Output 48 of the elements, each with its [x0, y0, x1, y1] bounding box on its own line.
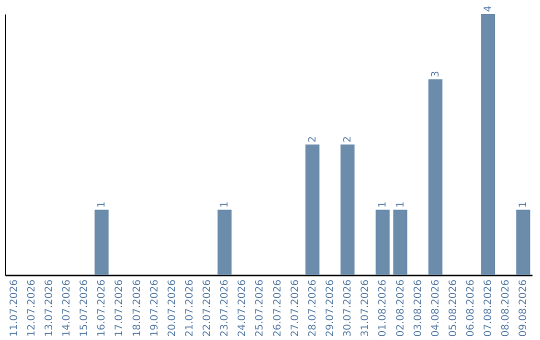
- x-tick-label: 26.07.2026: [272, 280, 284, 337]
- x-tick-label: 01.08.2026: [378, 280, 389, 337]
- x-tick-label: 30.07.2026: [342, 280, 354, 337]
- data-label: 1: [220, 201, 231, 208]
- bar: [305, 144, 320, 275]
- x-tick-label: 21.07.2026: [184, 280, 196, 337]
- data-label: 3: [430, 70, 442, 78]
- bar: [516, 210, 530, 275]
- bar: [428, 79, 442, 275]
- x-tick-label: 07.08.2026: [483, 280, 494, 337]
- x-tick-label: 16.07.2026: [96, 280, 108, 337]
- x-tick-label: 05.08.2026: [448, 280, 459, 337]
- x-tick-label: 25.07.2026: [254, 280, 266, 337]
- bar: [481, 14, 496, 275]
- x-tick-label: 20.07.2026: [166, 280, 178, 337]
- x-tick-label: 29.07.2026: [324, 280, 336, 337]
- x-tick-label: 11.07.2026: [8, 280, 20, 337]
- data-label: 2: [342, 136, 354, 142]
- x-tick-label: 03.08.2026: [412, 280, 424, 337]
- x-tick-label: 14.07.2026: [61, 280, 72, 337]
- bar: [218, 210, 232, 275]
- x-tick-label: 13.07.2026: [44, 280, 55, 337]
- x-tick-label: 04.08.2026: [430, 280, 442, 337]
- x-tick-label: 24.07.2026: [237, 280, 248, 337]
- data-label: 1: [378, 201, 389, 208]
- data-label: 2: [307, 136, 318, 142]
- data-label: 1: [96, 201, 108, 208]
- bar: [376, 210, 390, 275]
- x-tick-label: 15.07.2026: [79, 280, 90, 337]
- x-tick-label: 12.07.2026: [26, 280, 38, 337]
- x-tick-label: 02.08.2026: [395, 280, 406, 337]
- bar: [340, 144, 355, 275]
- data-label: 1: [395, 201, 406, 208]
- x-tick-label: 23.07.2026: [220, 280, 231, 337]
- x-tick-label: 27.07.2026: [290, 280, 301, 337]
- x-tick-label: 17.07.2026: [114, 280, 126, 337]
- bar: [94, 210, 109, 275]
- x-tick-label: 28.07.2026: [307, 280, 318, 337]
- bar: [393, 210, 408, 275]
- x-tick-label: 19.07.2026: [149, 280, 160, 337]
- data-label: 1: [518, 201, 530, 208]
- x-tick-label: 31.07.2026: [360, 280, 372, 337]
- x-tick-label: 18.07.2026: [132, 280, 143, 337]
- x-tick-label: 06.08.2026: [466, 280, 477, 337]
- x-tick-label: 09.08.2026: [518, 280, 530, 337]
- x-tick-label: 22.07.2026: [202, 280, 214, 337]
- x-tick-label: 08.08.2026: [500, 280, 512, 337]
- data-label: 4: [483, 6, 494, 12]
